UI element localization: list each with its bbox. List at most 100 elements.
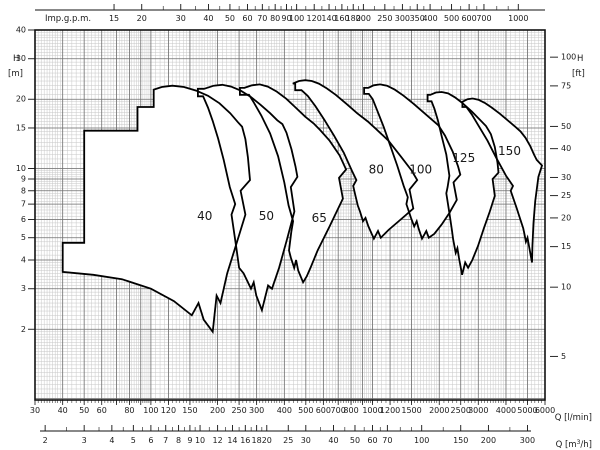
tick-label-h-m: 15 [16, 123, 26, 132]
tick-label-q-lmin: 80 [124, 406, 134, 415]
tick-label-q-lmin: 700 [331, 406, 346, 415]
tick-label-h-m: 7 [21, 200, 26, 209]
tick-label-q-lmin: 1200 [380, 406, 400, 415]
right-axis-unit: [ft] [572, 69, 585, 79]
tick-label-q-lmin: 300 [249, 406, 264, 415]
tick-label-gpm: 100 [289, 14, 304, 23]
envelope-65-outline [239, 83, 348, 285]
tick-label-m3h: 40 [328, 436, 338, 445]
tick-label-gpm: 50 [225, 14, 235, 23]
tick-label-h-ft: 20 [561, 213, 571, 222]
tick-label-m3h: 12 [213, 436, 223, 445]
tick-label-h-m: 4 [21, 256, 26, 265]
tick-label-m3h: 14 [227, 436, 237, 445]
tick-label-gpm: 1000 [508, 14, 528, 23]
tick-label-q-lmin: 3000 [468, 406, 488, 415]
tick-label-q-lmin: 2500 [451, 406, 471, 415]
tick-label-m3h: 30 [301, 436, 311, 445]
tick-label-gpm: 250 [377, 14, 392, 23]
envelope-125-outline [426, 91, 500, 276]
tick-label-m3h: 150 [453, 436, 468, 445]
bottom-axis-m3h-title: Q [m3/h] [556, 439, 592, 450]
tick-label-h-m: 40 [16, 26, 26, 35]
tick-label-gpm: 200 [356, 14, 371, 23]
tick-label-m3h: 8 [176, 436, 181, 445]
tick-label-m3h: 18 [252, 436, 262, 445]
envelope-80-fill [292, 80, 418, 239]
tick-label-q-lmin: 6000 [535, 406, 555, 415]
tick-label-m3h: 16 [240, 436, 250, 445]
tick-label-h-ft: 10 [561, 283, 571, 292]
tick-label-m3h: 3 [82, 436, 87, 445]
tick-label-gpm: 70 [257, 14, 267, 23]
tick-label-m3h: 5 [131, 436, 136, 445]
tick-label-gpm: 140 [321, 14, 336, 23]
tick-label-h-ft: 40 [561, 144, 571, 153]
tick-label-q-lmin: 4000 [496, 406, 516, 415]
tick-label-h-m: 20 [16, 95, 26, 104]
tick-label-gpm: 160 [334, 14, 349, 23]
tick-label-gpm: 700 [476, 14, 491, 23]
envelope-50-outline [197, 83, 299, 314]
plot-border [34, 29, 546, 401]
tick-label-m3h: 9 [187, 436, 192, 445]
tick-label-q-lmin: 50 [79, 406, 89, 415]
tick-label-q-lmin: 250 [231, 406, 246, 415]
tick-label-q-lmin: 500 [298, 406, 313, 415]
envelope-100-outline [363, 83, 462, 241]
envelope-150-outline [461, 97, 544, 263]
tick-label-m3h: 10 [195, 436, 205, 445]
bottom-axis-lmin-title: Q [l/min] [555, 413, 592, 423]
tick-label-q-lmin: 60 [97, 406, 107, 415]
tick-label-m3h: 70 [382, 436, 392, 445]
envelope-label-100: 100 [409, 162, 432, 176]
tick-label-m3h: 4 [109, 436, 114, 445]
tick-label-q-lmin: 800 [343, 406, 358, 415]
envelope-label-50: 50 [259, 209, 274, 223]
envelope-label-150: 150 [498, 144, 521, 158]
tick-label-q-lmin: 30 [30, 406, 40, 415]
tick-label-m3h: 25 [283, 436, 293, 445]
tick-label-m3h: 50 [350, 436, 360, 445]
tick-label-q-lmin: 120 [161, 406, 176, 415]
tick-label-h-m: 5 [21, 233, 26, 242]
tick-label-h-m: 8 [21, 186, 26, 195]
envelope-40-outline [61, 84, 251, 335]
tick-label-h-m: 9 [21, 175, 26, 184]
tick-label-gpm: 30 [176, 14, 186, 23]
tick-label-m3h: 60 [367, 436, 377, 445]
tick-label-h-ft: 30 [561, 173, 571, 182]
envelope-40-fill [62, 85, 251, 332]
tick-label-h-ft: 15 [561, 242, 571, 251]
tick-label-q-lmin: 200 [210, 406, 225, 415]
tick-label-gpm: 80 [270, 14, 280, 23]
tick-label-q-lmin: 1000 [362, 406, 382, 415]
tick-label-gpm: 40 [203, 14, 213, 23]
tick-label-q-lmin: 100 [143, 406, 158, 415]
tick-label-q-lmin: 2000 [429, 406, 449, 415]
envelope-label-125: 125 [452, 151, 475, 165]
tick-label-h-m: 3 [21, 284, 26, 293]
envelope-label-65: 65 [312, 211, 327, 225]
envelope-80-outline [292, 79, 419, 241]
tick-label-gpm: 15 [109, 14, 119, 23]
left-axis-unit: [m] [8, 69, 23, 79]
tick-label-h-ft: 25 [561, 191, 571, 200]
tick-label-m3h: 200 [481, 436, 496, 445]
tick-label-gpm: 600 [461, 14, 476, 23]
tick-label-m3h: 7 [163, 436, 168, 445]
tick-label-gpm: 180 [346, 14, 361, 23]
tick-label-gpm: 400 [422, 14, 437, 23]
tick-label-gpm: 20 [137, 14, 147, 23]
envelope-label-40: 40 [197, 209, 212, 223]
tick-label-m3h: 6 [148, 436, 153, 445]
envelope-100-fill [364, 84, 461, 239]
tick-label-m3h: 300 [520, 436, 535, 445]
right-axis-title: H [577, 54, 583, 64]
tick-label-gpm: 300 [395, 14, 410, 23]
tick-label-h-m: 6 [21, 215, 26, 224]
tick-label-h-ft: 100 [561, 53, 576, 62]
tick-label-h-m: 30 [16, 54, 26, 63]
tick-label-h-m: 10 [16, 164, 26, 173]
